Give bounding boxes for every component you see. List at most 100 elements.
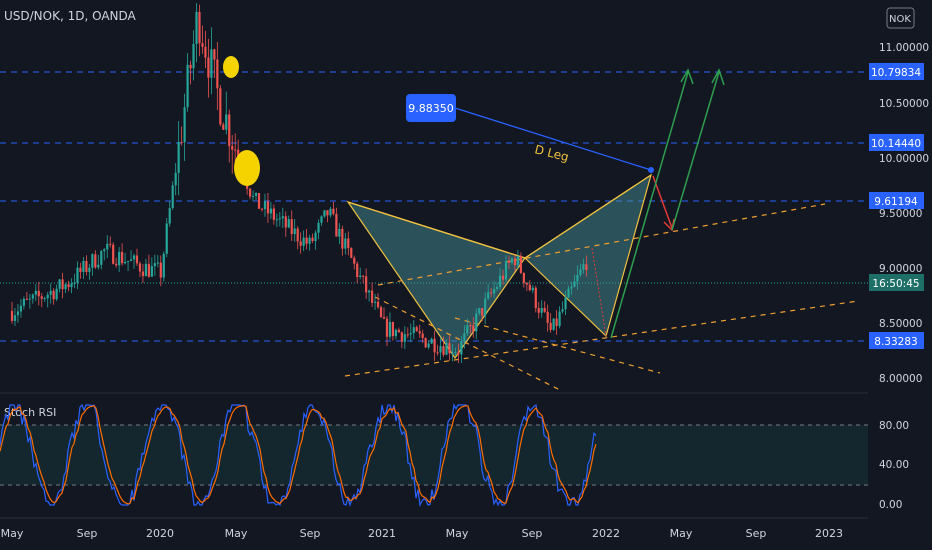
candle-body [379,307,383,317]
price-label: 10.14440 [871,138,921,150]
stoch-rsi-pane[interactable]: Stoch RSI 80.00 40.00 0.00 [0,403,909,511]
candle-body [198,11,201,44]
candle-body [58,279,61,289]
candle-body [519,256,522,273]
candle-body [317,222,320,233]
candle-body [118,251,121,266]
candle-body [171,185,174,209]
candle-body [350,248,353,258]
candle-body [344,238,347,249]
candle-body [40,296,43,299]
candle-body [368,290,371,293]
candle-body [156,262,159,264]
candle-body [293,228,296,235]
candle-body [225,114,228,130]
time-label: 16:50:45 [872,278,919,290]
time-tick: Sep [522,527,543,540]
candle-body [25,298,28,300]
candle-body [248,188,252,197]
candle-body [52,290,55,300]
callout-connector [454,107,652,171]
stoch-tick: 40.00 [879,459,909,471]
candle-body [487,292,490,299]
price-label: 8.33283 [874,336,917,348]
candle-body [112,244,115,264]
time-tick: 2023 [815,527,843,540]
candle-body [37,290,40,297]
candle-body [439,346,442,353]
candle-body [296,228,299,242]
candle-body [561,309,564,312]
candle-body [263,201,267,210]
price-tick: 11.00000 [879,42,929,54]
candle-body [412,327,415,334]
candle-body [97,264,100,268]
candle-body [257,192,261,209]
candle-body [573,281,576,287]
candle-body [55,288,58,300]
candle-body [254,192,258,196]
stoch-tick: 80.00 [879,420,909,432]
candle-body [153,263,156,267]
candle-body [332,208,335,214]
highlight-circle-mid[interactable] [234,150,260,186]
candle-body [204,46,207,58]
harmonic-pattern[interactable] [346,173,653,360]
stoch-k-line [0,403,597,508]
candle-body [275,219,278,221]
candle-body [504,261,508,280]
candle-body [79,267,82,272]
candle-body [445,343,448,355]
candle-body [34,290,37,295]
candle-body [150,266,153,277]
candle-body [159,262,162,278]
channel-lower[interactable] [344,300,859,377]
candle-body [216,59,219,89]
candle-body [278,218,281,220]
time-tick: 2020 [146,527,174,540]
candle-body [397,329,400,333]
highlight-circle-top[interactable] [223,56,239,78]
candle-body [85,260,88,272]
price-axis: 11.00000 10.50000 10.00000 9.50000 9.000… [879,42,929,385]
candle-body [534,287,537,309]
candle-body [385,318,389,337]
candle-body [478,308,481,314]
pattern-bd-line [524,174,652,259]
candle-body [147,263,150,277]
candle-body [290,219,293,235]
candle-body [126,260,130,262]
price-label-box [869,192,924,209]
candle-body [183,107,186,143]
candle-body [388,321,392,337]
candle-body [135,255,139,264]
channel-falling[interactable] [374,296,561,391]
pattern-xb-line [347,201,526,259]
candle-body [186,64,189,108]
candle-body [507,261,511,263]
currency-button[interactable] [886,7,915,29]
callout-box[interactable] [406,94,456,122]
candle-body [493,288,496,294]
candle-body [365,276,368,293]
candle-body [13,315,17,321]
candle-body [451,352,454,354]
candle-body [195,11,198,44]
candle-body [475,313,478,332]
candle-body [219,88,222,125]
red-dotted-retrace [591,247,607,337]
candle-body [115,263,118,266]
candle-body [513,258,517,266]
currency-button-label: NOK [889,14,911,25]
green-arrow-1-shaft [610,71,689,339]
candle-body [525,282,528,285]
candle-body [177,142,180,173]
candle-body [284,216,287,228]
candle-body [567,288,570,298]
time-tick: Sep [77,527,98,540]
candle-body [501,275,505,280]
candle-body [394,329,398,337]
candle-body [406,334,409,336]
